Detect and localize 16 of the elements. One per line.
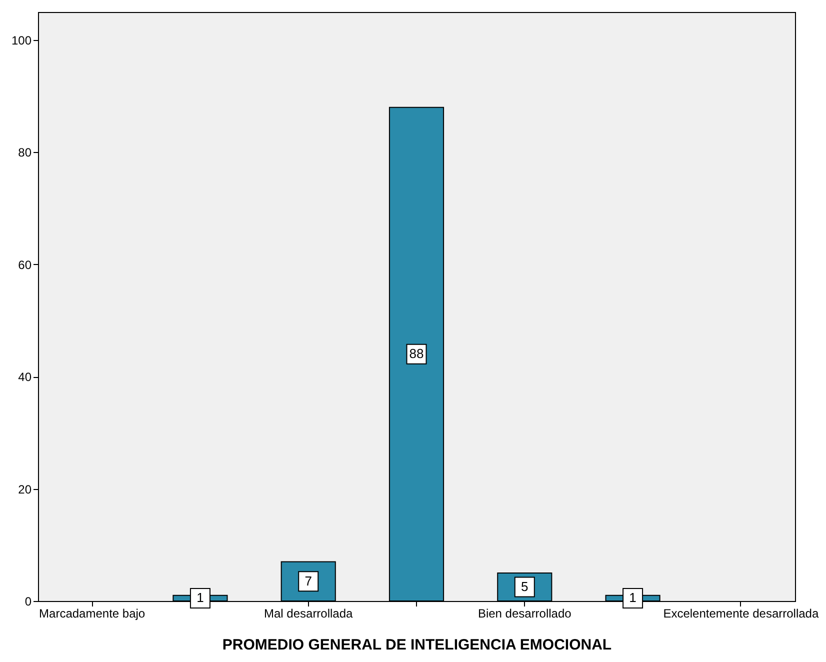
x-tick-label: Bien desarrollado — [478, 606, 572, 620]
y-tick-label: 20 — [18, 482, 32, 496]
data-label: 5 — [521, 578, 528, 594]
data-label: 7 — [304, 573, 312, 588]
x-tick-label: Marcadamente bajo — [39, 606, 146, 620]
x-tick-label: Mal desarrollada — [264, 606, 354, 620]
y-tick-label: 40 — [18, 370, 32, 384]
x-tick-label: Excelentemente desarrollada — [663, 606, 819, 620]
y-tick-label: 80 — [18, 146, 32, 160]
data-label: 1 — [629, 590, 636, 606]
data-label: 88 — [409, 346, 424, 362]
y-tick-label: 60 — [18, 258, 32, 272]
y-tick-label: 100 — [11, 34, 32, 48]
data-label: 1 — [196, 590, 204, 606]
y-tick-label: 0 — [24, 594, 32, 608]
x-axis-title: PROMEDIO GENERAL DE INTELIGENCIA EMOCIONAL — [222, 636, 612, 654]
